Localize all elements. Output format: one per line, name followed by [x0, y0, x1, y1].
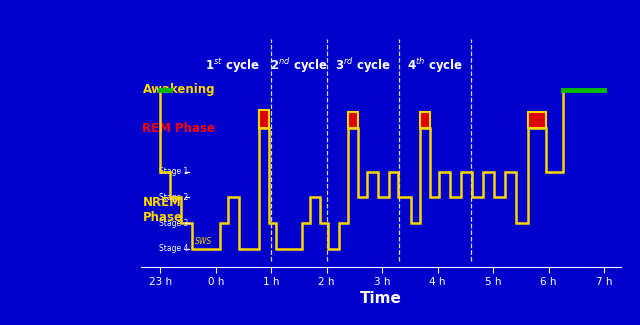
Text: REM Phase: REM Phase	[143, 122, 216, 135]
Text: NREM
Phase: NREM Phase	[143, 196, 182, 224]
Text: Stage 2: Stage 2	[159, 193, 188, 202]
Bar	[348, 112, 358, 128]
Text: 4$^{th}$ cycle: 4$^{th}$ cycle	[407, 56, 463, 75]
Bar	[420, 112, 430, 128]
Text: Awakening: Awakening	[143, 84, 215, 97]
Bar	[527, 112, 546, 128]
Text: 1$^{st}$ cycle: 1$^{st}$ cycle	[205, 56, 260, 75]
Text: SWS: SWS	[195, 237, 212, 246]
Text: 2$^{nd}$ cycle: 2$^{nd}$ cycle	[270, 56, 328, 75]
Bar	[420, 112, 430, 128]
Bar	[259, 111, 269, 128]
Text: 3$^{rd}$ cycle: 3$^{rd}$ cycle	[335, 56, 391, 75]
Bar	[348, 112, 358, 128]
X-axis label: Time: Time	[360, 291, 402, 306]
Text: Stage 1: Stage 1	[159, 167, 188, 176]
Bar	[259, 111, 269, 128]
Bar	[527, 112, 546, 128]
Text: Stage 4: Stage 4	[159, 244, 188, 253]
Text: Stage 3: Stage 3	[159, 218, 188, 227]
